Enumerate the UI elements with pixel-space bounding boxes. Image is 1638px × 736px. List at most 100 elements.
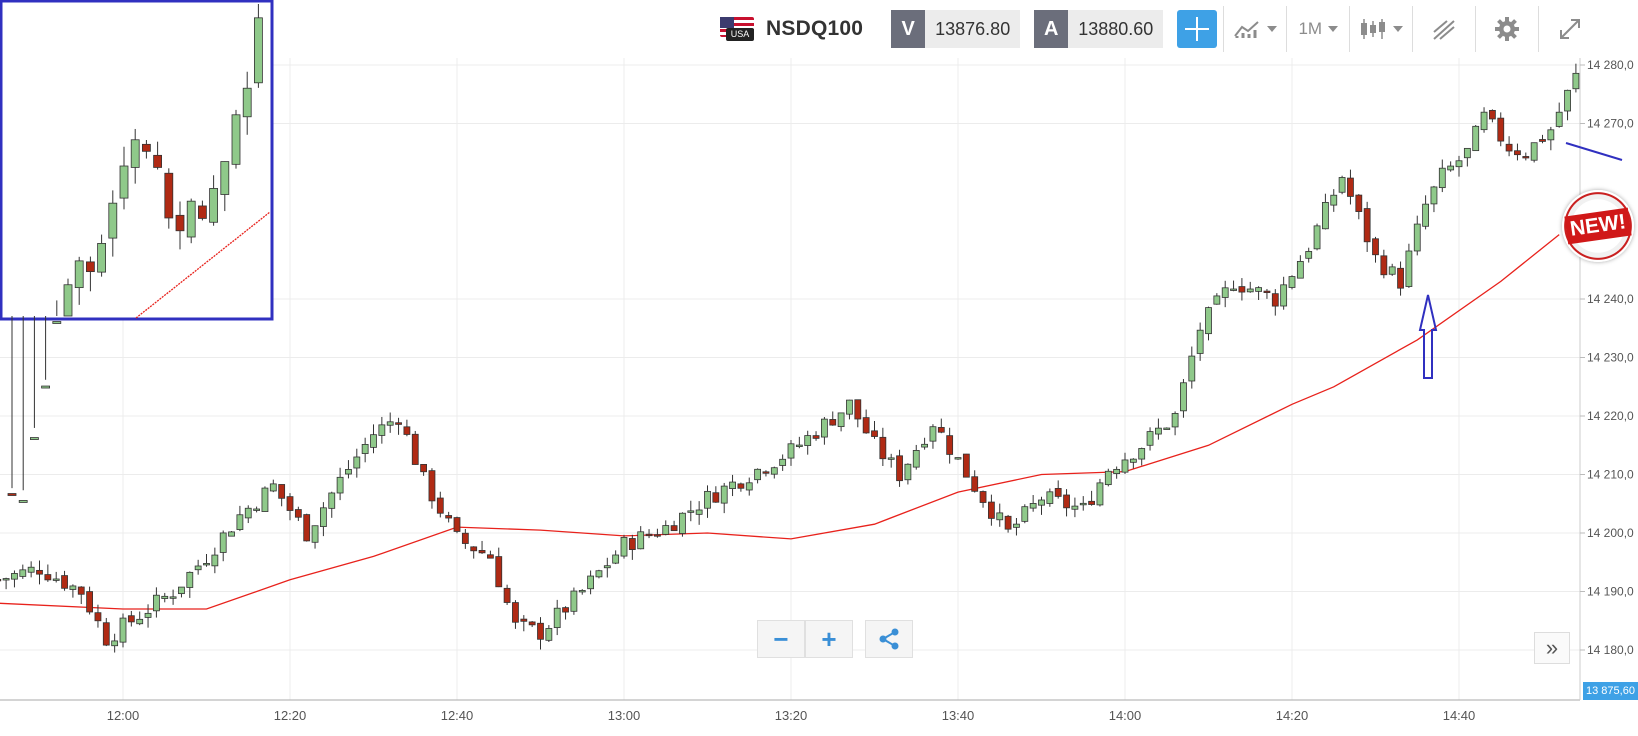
candle-up [679, 512, 686, 534]
candle-up [219, 532, 227, 553]
badge-label: NEW! [1564, 207, 1632, 245]
inset-candle-up [231, 114, 241, 165]
candle-down [1363, 208, 1371, 243]
candle-down [428, 470, 436, 502]
inset-candle-up [74, 260, 84, 289]
candle-up [637, 531, 645, 550]
candle-up [19, 569, 27, 577]
y-tick-label: 14 280,0 [1587, 58, 1634, 72]
candle-down [486, 554, 494, 559]
candle-up [1121, 459, 1129, 473]
inset-candle-up [108, 202, 118, 239]
candle-up [1129, 458, 1137, 463]
candle-up [1280, 284, 1288, 307]
candle-down [1263, 290, 1271, 294]
crosshair-button[interactable] [1177, 10, 1218, 48]
candle-down [461, 532, 469, 544]
candle-down [44, 574, 52, 581]
candle-up [69, 585, 77, 590]
inset-candle-up [41, 385, 50, 389]
inset-candle-up [220, 161, 230, 195]
candle-up [328, 492, 336, 509]
candle-down [286, 496, 294, 511]
candle-down [1088, 500, 1095, 505]
chart-type-button[interactable] [1223, 6, 1286, 52]
zoom-in-button[interactable]: + [805, 620, 853, 658]
share-button[interactable] [865, 620, 913, 658]
candle-up [311, 525, 319, 543]
candle-up [1255, 287, 1262, 292]
candle-down [537, 622, 544, 640]
candle-up [152, 594, 160, 612]
candle-down [503, 587, 511, 603]
drawing-tools-button[interactable] [1412, 6, 1475, 52]
candle-up [1171, 413, 1179, 428]
candle-down [61, 575, 68, 589]
candle-up [1155, 427, 1162, 435]
inset-candle-up [29, 437, 39, 440]
candle-up [370, 434, 377, 448]
candle-down [988, 501, 995, 519]
candle-up [378, 424, 386, 436]
candle-up [161, 595, 169, 599]
candle-up [1388, 266, 1396, 275]
candle-up [1013, 523, 1020, 528]
candle-down [77, 586, 85, 595]
candle-up [587, 575, 594, 590]
inset-candle-up [18, 500, 28, 503]
zoom-out-button[interactable]: − [757, 620, 805, 658]
candle-down [453, 517, 461, 532]
candlestick-style-button[interactable] [1349, 6, 1412, 52]
candle-down [1347, 177, 1354, 197]
timeframe-selector[interactable]: 1M [1286, 6, 1349, 52]
candle-up [269, 483, 277, 492]
candle-up [578, 590, 586, 593]
chart-toolbar: USA NSDQ100 V 13876.80 A 13880.60 1M [720, 6, 1601, 52]
candle-down [436, 497, 444, 514]
candle-up [1338, 177, 1346, 193]
candle-up [336, 476, 344, 494]
y-tick-label: 14 180,0 [1587, 643, 1634, 657]
candle-up [887, 457, 895, 460]
candle-down [1539, 139, 1546, 142]
candle-down [962, 453, 970, 478]
candle-up [1330, 194, 1338, 206]
candle-up [704, 490, 711, 509]
candle-up [662, 525, 670, 535]
candle-up [1296, 261, 1304, 279]
candle-up [754, 468, 761, 481]
buy-quote[interactable]: A 13880.60 [1034, 10, 1164, 48]
candle-up [386, 421, 394, 426]
candle-up [2, 578, 10, 581]
usa-flag-icon: USA [720, 17, 754, 41]
candle-up [1322, 202, 1329, 230]
sell-quote[interactable]: V 13876.80 [891, 10, 1021, 48]
candle-down [971, 476, 979, 492]
candle-down [36, 569, 43, 575]
instrument-symbol: NSDQ100 [766, 17, 864, 40]
zoom-in-icon: + [821, 623, 837, 654]
inset-candle-up [52, 321, 62, 324]
chevron-down-icon [1328, 26, 1339, 32]
candle-down [879, 436, 887, 460]
candle-up [1180, 382, 1187, 412]
up-arrow-annotation [1418, 294, 1438, 379]
candle-up [1455, 160, 1463, 168]
x-tick-label: 14:40 [1443, 708, 1476, 723]
candle-down [278, 484, 286, 499]
candle-down [445, 515, 453, 519]
candle-up [1138, 448, 1146, 460]
scroll-forward-button[interactable]: » [1534, 632, 1570, 664]
settings-button[interactable] [1475, 6, 1538, 52]
inset-candle-down [175, 214, 185, 232]
candle-down [1489, 109, 1496, 120]
flag-label: USA [726, 28, 754, 41]
candle-up [612, 554, 620, 564]
sell-price: 13876.80 [925, 10, 1021, 48]
x-tick-label: 13:40 [942, 708, 975, 723]
candle-down [102, 622, 110, 646]
candle-up [1405, 250, 1413, 287]
candle-up [553, 607, 561, 629]
fullscreen-button[interactable] [1538, 6, 1601, 52]
